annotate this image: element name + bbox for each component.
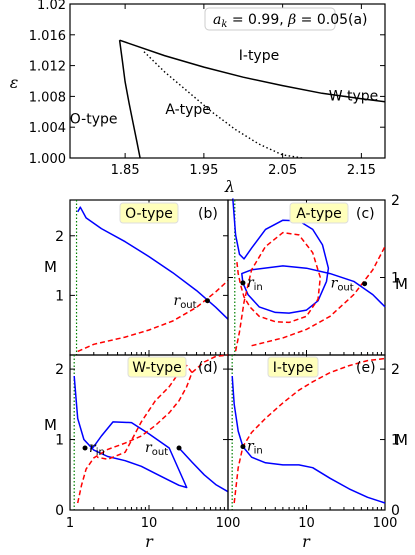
panel-a-ytick-label: 1.008 — [29, 90, 66, 105]
panel-a-ytick-label: 1.02 — [37, 0, 66, 13]
panel-a-curve-2 — [143, 51, 303, 159]
panel-e-label: (e) — [356, 360, 376, 376]
panel-e-xlabel: r — [302, 532, 311, 551]
panel-e-ytick-label: 0 — [391, 503, 400, 519]
panel-d-r_in-label: rin — [89, 440, 105, 458]
panel-a-region-label-2: I-type — [239, 48, 279, 64]
panel-c-series-1 — [234, 231, 322, 352]
panel-d-ytick-label: 1 — [55, 433, 64, 449]
panel-d-xtick-label: 100 — [216, 516, 241, 531]
panel-d-type-box — [127, 356, 187, 378]
panel-d-series-1 — [178, 447, 229, 493]
panel-d-frame — [69, 354, 229, 511]
panel-b-r_out-point — [204, 298, 210, 304]
panel-c-type-box — [289, 202, 349, 224]
panel-e-xtick-label: 100 — [373, 516, 398, 531]
panel-a-xtick-label: 1.85 — [111, 163, 140, 178]
panel-c-ylabel: M — [395, 275, 408, 293]
panel-b-type-box — [119, 202, 179, 224]
panel-c-series-0 — [232, 198, 386, 314]
panel-a-ytick-label: 1.016 — [29, 29, 66, 44]
panel-b-r_out-label: rout — [173, 293, 196, 311]
panel-d-ytick-label: 2 — [55, 362, 64, 378]
panel-a-frame — [69, 3, 386, 159]
panel-a-label: (a) — [348, 12, 368, 28]
panel-b-label: (b) — [198, 206, 218, 222]
panel-d-ylabel: M — [44, 416, 57, 434]
panel-b-ytick-label: 1 — [55, 288, 64, 304]
panel-d-r_out-point — [176, 445, 182, 451]
panel-b-ytick-label: 2 — [55, 229, 64, 245]
panel-b: rout 1 2 O-type (b) M — [44, 199, 229, 356]
panel-b-series-1 — [77, 279, 229, 353]
panel-a-xtick-label: 2.05 — [268, 163, 297, 178]
panel-c-r_out-point — [362, 281, 368, 287]
panel-a-region-label-0: O-type — [70, 111, 118, 127]
panel-c-label: (c) — [356, 206, 375, 222]
panel-e-xtick-label: 10 — [298, 516, 315, 531]
panel-a-ylabel: ε — [10, 73, 19, 92]
panel-d-r_out-label: rout — [145, 440, 168, 458]
panel-e-ytick-label: 2 — [391, 362, 400, 378]
panel-b-series-0 — [77, 206, 229, 320]
panel-a-xtick-label: 1.95 — [189, 163, 218, 178]
panel-b-ylabel: M — [44, 258, 57, 276]
panel-e-series-1 — [233, 357, 386, 504]
panel-e-series-0 — [231, 376, 386, 504]
panel-a-xlabel: λ — [224, 177, 235, 196]
panel-d-ytick-label: 0 — [55, 503, 64, 519]
panel-c-ytick-label: 1 — [391, 271, 400, 287]
panel-d-type-label: W-type — [132, 360, 182, 376]
panel-a-ytick-label: 1.000 — [29, 152, 66, 167]
panel-a-region-label-1: A-type — [165, 102, 211, 118]
panel-a-curve-0 — [118, 40, 141, 159]
parameter-box — [204, 7, 336, 31]
panel-d-series-3 — [191, 354, 229, 374]
panel-c-type-label: A-type — [296, 206, 342, 222]
panel-b-type-label: O-type — [125, 206, 173, 222]
panel-a-curve-1 — [119, 39, 386, 103]
panel-c-series-2 — [251, 246, 386, 347]
panel-c-r_in-label: rin — [247, 275, 263, 293]
panel-e-type-label: I-type — [273, 360, 313, 376]
panel-d-xtick-label: 1 — [66, 516, 74, 531]
panel-d-xtick-label: 10 — [141, 516, 158, 531]
panel-c-r_out-label: rout — [331, 276, 354, 294]
panel-c: rin rout 1 2 A-type (c) M — [227, 193, 408, 356]
panel-c-r_in-point — [240, 280, 246, 286]
panel-d-xlabel: r — [145, 532, 154, 551]
panel-e-ylabel: M — [395, 431, 408, 449]
parameter-annotation: ak = 0.99, β = 0.05 — [213, 12, 348, 30]
panel-a-region-label-3: W-type — [329, 88, 379, 104]
panel-e-r_in-label: rin — [247, 439, 263, 457]
panel-d-series-2 — [76, 364, 193, 504]
panel-d-label: (d) — [198, 360, 218, 376]
panel-e-ytick-label: 1 — [391, 433, 400, 449]
panel-e-type-box — [267, 356, 319, 378]
panel-c-ytick-label: 2 — [391, 193, 400, 209]
panel-d-series-0 — [73, 376, 188, 489]
panel-a: O-type A-type I-type W-type 1.85 1.95 2.05 2.1… — [10, 0, 386, 196]
panel-e-r_in-point — [240, 444, 246, 450]
panel-a-ytick-label: 1.004 — [29, 121, 66, 136]
panel-d-r_in-point — [82, 445, 88, 451]
panel-a-ytick-label: 1.012 — [29, 60, 66, 75]
panel-a-xtick-label: 2.15 — [347, 163, 376, 178]
